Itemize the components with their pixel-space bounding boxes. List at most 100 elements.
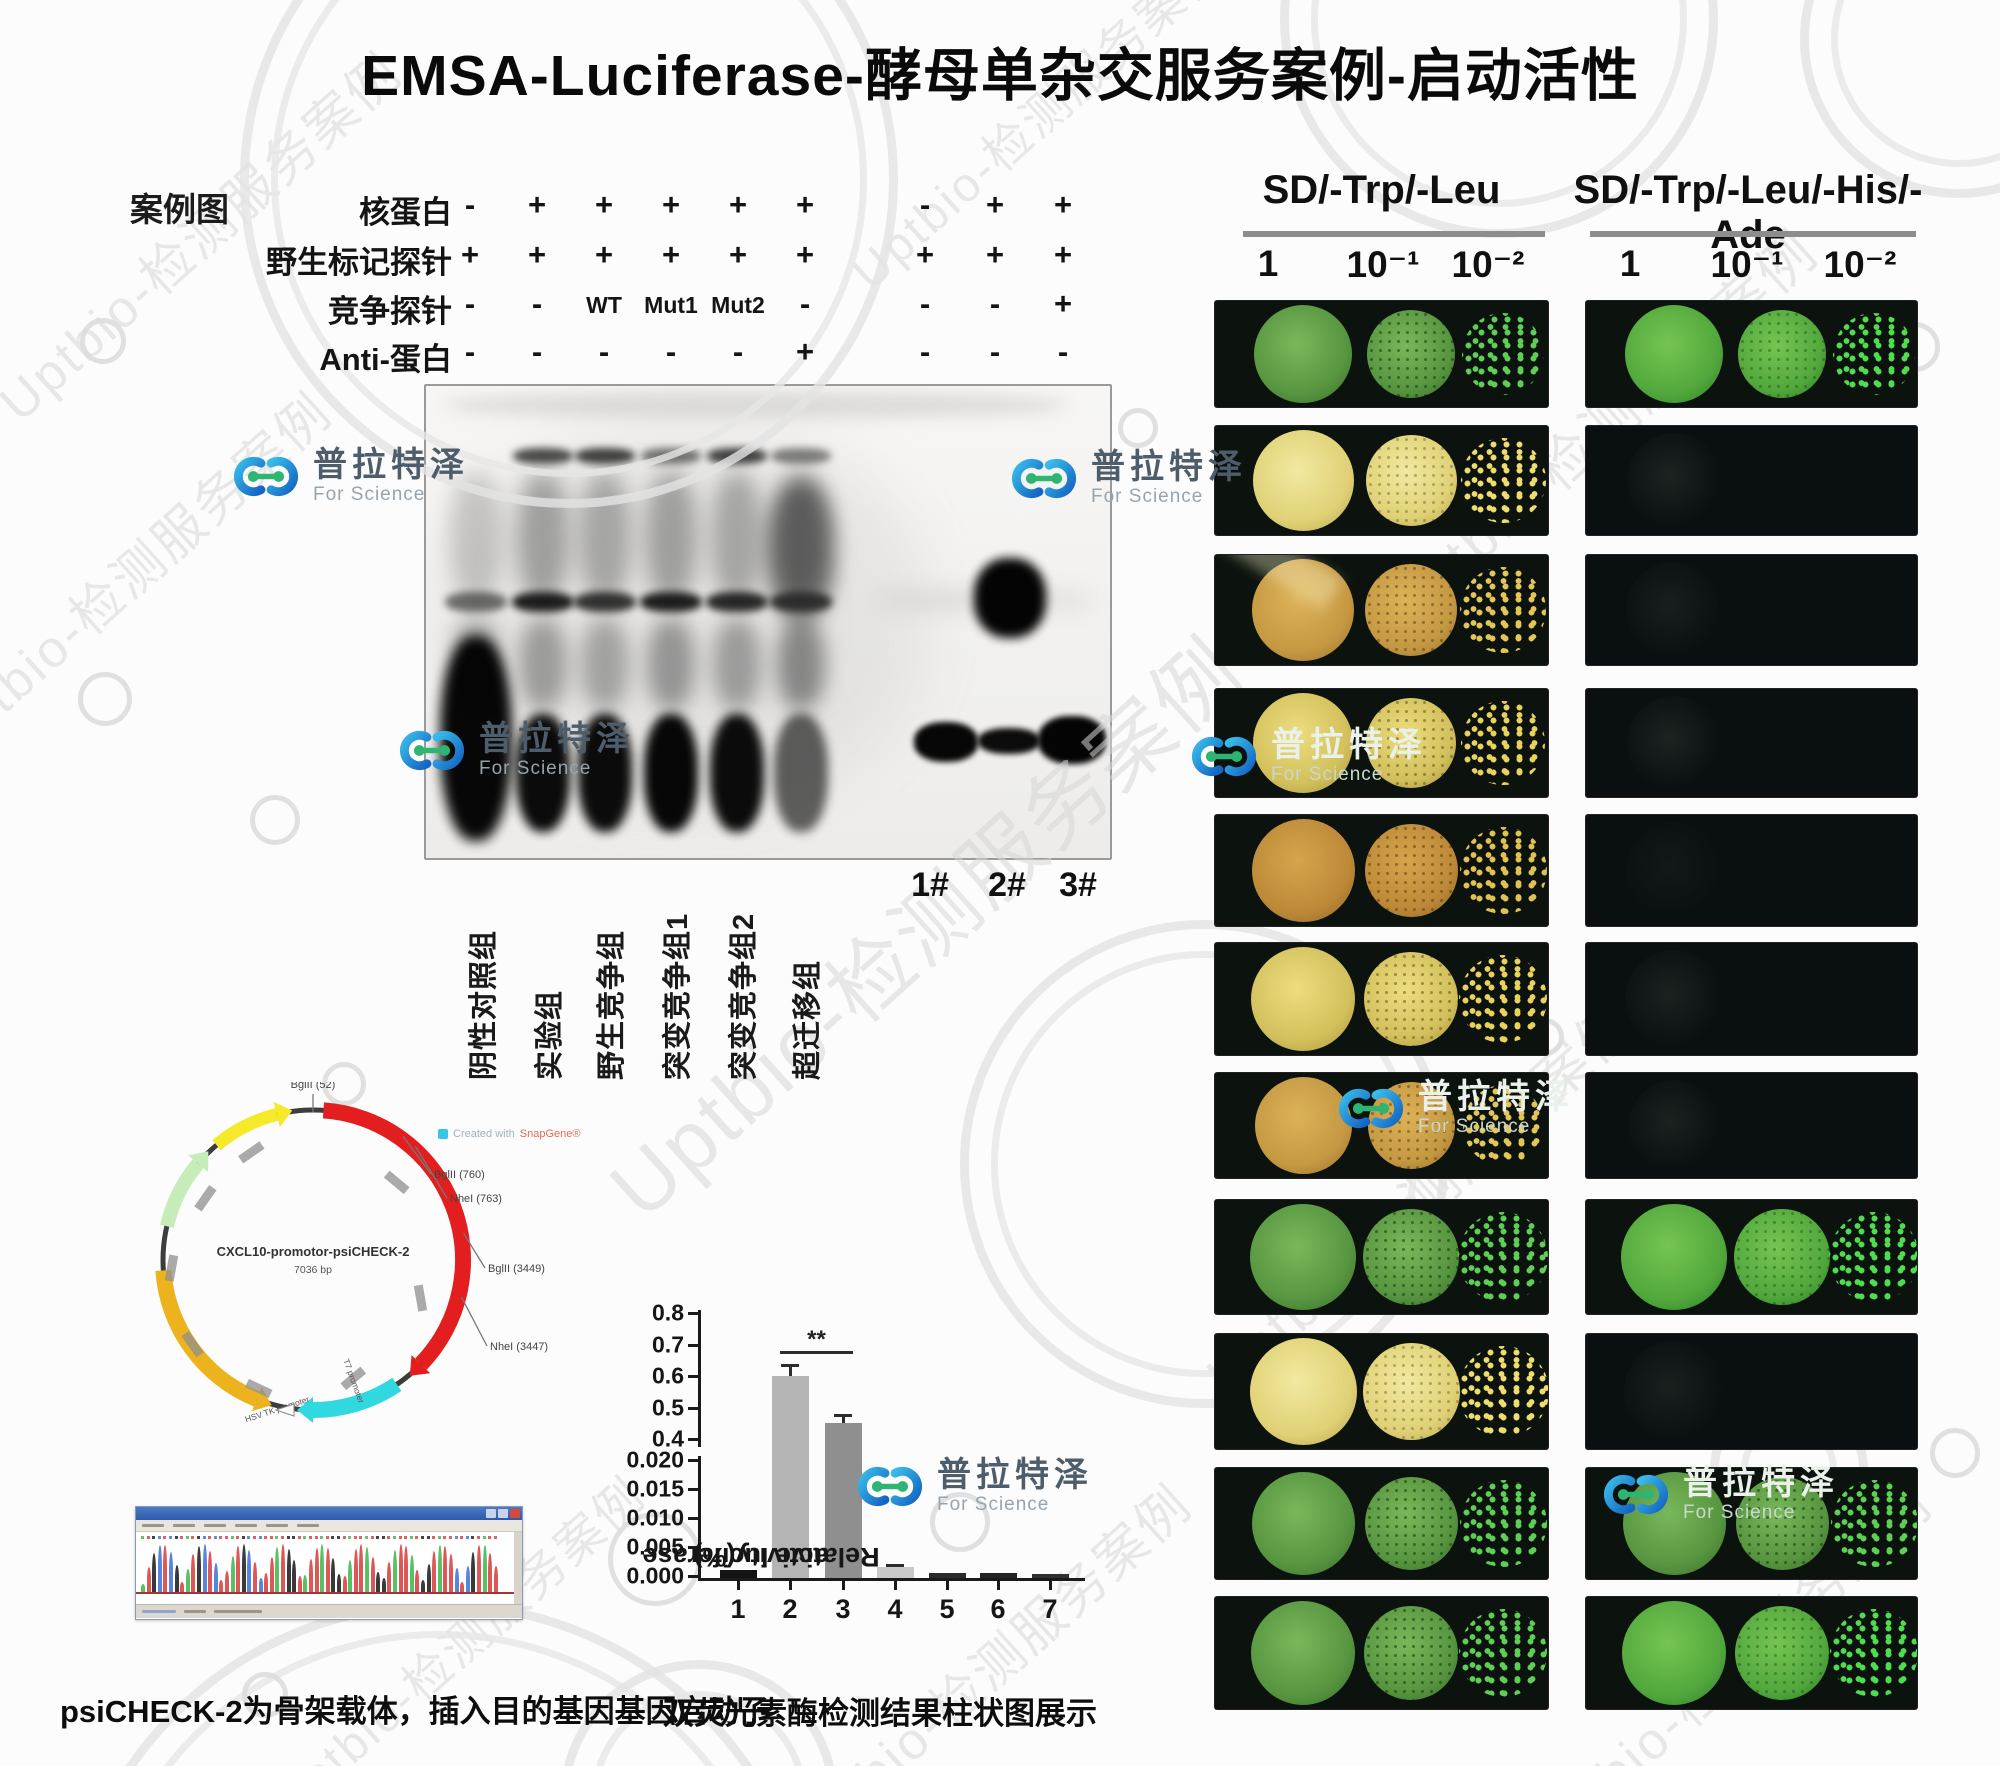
vertical-scrollbar[interactable]	[514, 1532, 522, 1604]
x-category-label: 6	[990, 1594, 1006, 1624]
base-call-mark	[477, 1536, 480, 1539]
base-call-mark	[454, 1536, 458, 1539]
yeast-spot-mottled	[1365, 435, 1457, 526]
watermark-circle	[930, 1492, 990, 1552]
scrollbar-thumb[interactable]	[142, 1610, 176, 1613]
trace-window-menubar	[136, 1520, 522, 1532]
yeast-spot-colonies	[1830, 1480, 1917, 1567]
trace-peak	[213, 1563, 218, 1592]
watermark-circle	[242, 1672, 288, 1718]
condition-symbol: +	[728, 187, 748, 222]
base-call-mark	[169, 1536, 172, 1539]
trace-peak	[465, 1565, 470, 1592]
condition-row: 竞争探针 - - WT Mut1 Mut2- - - +	[0, 286, 1120, 336]
condition-symbol: +	[460, 237, 480, 272]
brand-name: 普拉特泽	[1091, 448, 1247, 486]
plasmid-label: 7036 bp	[294, 1264, 332, 1276]
brand-logo-icon	[857, 1466, 923, 1506]
error-bar-cap	[834, 1414, 852, 1418]
trace-peak	[292, 1560, 297, 1592]
close-button[interactable]	[510, 1509, 520, 1518]
yeast-strip	[1215, 815, 1548, 926]
plasmid-white-arrow	[274, 1403, 295, 1417]
base-call-mark	[281, 1536, 284, 1539]
chart-bar	[771, 1376, 809, 1578]
y-tick-label: 0.6	[652, 1362, 684, 1389]
gel-lane-label-text: 实验组	[534, 989, 566, 1080]
condition-symbol: +	[795, 334, 815, 369]
trace-peak	[477, 1544, 481, 1592]
trace-peak	[225, 1570, 229, 1592]
base-call-mark	[157, 1536, 161, 1539]
yeast-strip	[1586, 555, 1917, 665]
dilution-label: 10⁻²	[1823, 244, 1897, 285]
condition-symbol: +	[985, 187, 1005, 222]
maximize-button[interactable]	[498, 1509, 508, 1518]
yeast-strip	[1586, 689, 1917, 797]
base-call-mark	[493, 1536, 497, 1539]
trace-peak	[275, 1547, 280, 1592]
yeast-spot-mottled	[1366, 698, 1456, 788]
dilution-label: 10⁻¹	[1346, 244, 1420, 285]
yeast-spot-lawn	[1622, 1601, 1726, 1705]
x-category-label: 1	[730, 1594, 746, 1624]
plasmid-feature-tag	[245, 1378, 273, 1399]
chart-y-axis-label: Relative luciferase activity(%)	[588, 1308, 879, 1600]
base-call-mark	[141, 1536, 144, 1539]
menu-item	[266, 1524, 288, 1527]
brand-logo: 普拉特泽 For Science	[394, 722, 635, 778]
gel-lane-label: 野生竞争组	[588, 864, 628, 1080]
trace-peak	[409, 1555, 414, 1592]
gel-band	[774, 714, 828, 832]
condition-symbol: +	[1053, 286, 1073, 321]
gel-lane-label-text: 阴性对照组	[468, 929, 500, 1080]
yeast-strip	[1215, 1200, 1548, 1314]
base-call-mark	[180, 1536, 184, 1539]
watermark-circle	[1118, 408, 1158, 448]
plasmid-feature-tag	[340, 1366, 367, 1391]
trace-peak	[152, 1553, 157, 1592]
brand-logo-icon	[1338, 1088, 1404, 1128]
brand-logo: 普拉特泽 For Science	[1598, 1466, 1839, 1522]
trace-peak	[236, 1546, 241, 1592]
x-category-label: 2	[782, 1594, 798, 1624]
base-call-mark	[370, 1536, 374, 1539]
menu-item	[173, 1524, 195, 1527]
chart-bar	[876, 1567, 914, 1578]
plasmid-map: BglII (52) BglII (760) NheI (763) BglII (34…	[155, 1082, 548, 1424]
gel-band	[445, 592, 507, 612]
x-tick	[789, 1581, 792, 1590]
base-call-mark	[163, 1536, 167, 1539]
brand-tagline: For Science	[313, 483, 426, 505]
plasmid-label: BglII (760)	[434, 1169, 485, 1181]
trace-peak	[157, 1545, 162, 1592]
watermark-circle	[80, 318, 126, 364]
condition-symbol: -	[989, 286, 1001, 321]
trace-peak	[337, 1574, 341, 1592]
yeast-strip	[1215, 689, 1548, 797]
dilution-label: 1	[1257, 243, 1279, 284]
base-call-mark	[269, 1536, 273, 1539]
trace-peak	[314, 1547, 319, 1592]
yeast-strip	[1586, 1597, 1917, 1709]
gel-lane-label-text: 野生竞争组	[596, 929, 628, 1080]
plasmid-feature-tag	[383, 1170, 410, 1195]
dilution-label: 10⁻¹	[1710, 244, 1784, 285]
yeast-spot-colonies	[1830, 1609, 1917, 1697]
yeast-spot-lawn	[1254, 1077, 1352, 1174]
plasmid-leader-line	[463, 1233, 486, 1269]
trace-peak	[247, 1549, 252, 1592]
y-tick-label: 0.8	[652, 1299, 684, 1326]
dilution-label: 10⁻²	[1451, 244, 1525, 285]
yeast-spot-colonies	[1459, 955, 1547, 1043]
yeast-spot-colonies	[1462, 313, 1544, 395]
chromatogram-trace	[136, 1532, 522, 1604]
error-bar-line	[842, 1415, 845, 1424]
minimize-button[interactable]	[486, 1509, 496, 1518]
base-call-mark	[449, 1536, 452, 1539]
yeast-spot-mottled	[1735, 1606, 1829, 1700]
gel-band	[767, 482, 835, 622]
trace-peak	[230, 1555, 235, 1592]
base-call-mark	[320, 1536, 324, 1539]
base-call-mark	[331, 1536, 335, 1539]
